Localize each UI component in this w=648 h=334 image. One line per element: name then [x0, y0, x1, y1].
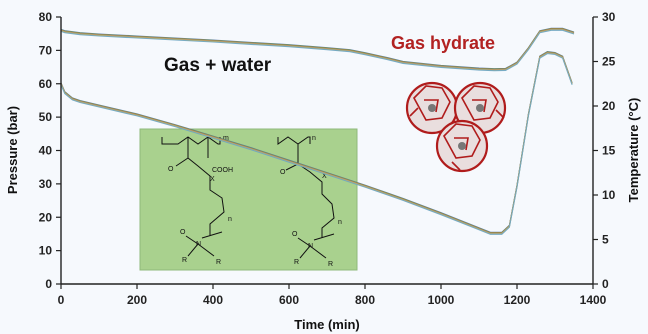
right-y-tick-label: 15: [602, 144, 616, 158]
x-tick-label: 1200: [504, 293, 531, 307]
x-tick-label: 800: [355, 293, 375, 307]
left-y-tick-label: 50: [39, 110, 53, 124]
chem-label: O: [292, 231, 298, 238]
x-axis-title: Time (min): [294, 317, 360, 332]
chem-label: n: [338, 219, 342, 226]
chem-label: R: [216, 259, 221, 266]
left-y-tick-label: 10: [39, 244, 53, 258]
left-y-axis-title: Pressure (bar): [5, 106, 20, 194]
chem-label: O: [180, 229, 186, 236]
chem-label: m: [223, 135, 229, 142]
chem-label: R: [182, 257, 187, 264]
x-tick-label: 1000: [428, 293, 455, 307]
left-y-tick-label: 0: [45, 277, 52, 291]
right-y-tick-label: 0: [602, 277, 609, 291]
right-y-axis-title: Temperature (°C): [626, 98, 641, 203]
x-tick-label: 400: [203, 293, 223, 307]
hydrate-cage-illustration: [405, 81, 507, 173]
guest-molecule: [458, 142, 466, 150]
polymer-1-backbone: [161, 136, 221, 145]
x-tick-label: 200: [127, 293, 147, 307]
chem-label: COOH: [212, 167, 233, 174]
left-y-tick-label: 60: [39, 77, 53, 91]
tick-labels: 0 200 400 600 800 1000 1200 1400010203040506070…: [39, 10, 616, 307]
x-tick-label: 0: [58, 293, 65, 307]
left-y-tick-label: 70: [39, 43, 53, 57]
chem-label: N: [196, 241, 201, 248]
polymer-1-side-chains: [175, 137, 225, 236]
cage-facets: [409, 85, 505, 171]
inset-background: [139, 128, 358, 271]
right-y-tick-label: 20: [602, 99, 616, 113]
chem-label: O: [168, 166, 174, 173]
right-y-tick-label: 10: [602, 188, 616, 202]
annotation-gas-water: Gas + water: [164, 55, 272, 76]
chem-label: X: [210, 176, 215, 183]
chem-label: O: [280, 169, 286, 176]
chem-label: R: [294, 259, 299, 266]
chem-label: X: [322, 173, 327, 180]
chem-label: n: [228, 216, 232, 223]
right-y-tick-label: 5: [602, 233, 609, 247]
left-y-tick-label: 40: [39, 144, 53, 158]
chem-label: n: [312, 135, 316, 142]
chem-label: N: [308, 243, 313, 250]
polymer-1-ammonium: [185, 231, 223, 257]
left-y-tick-label: 20: [39, 210, 53, 224]
left-y-tick-label: 30: [39, 177, 53, 191]
temperature-series-line: [60, 53, 573, 235]
chem-label: R: [328, 261, 333, 268]
x-tick-label: 600: [279, 293, 299, 307]
right-y-tick-label: 25: [602, 55, 616, 69]
polymer-structure-inset: m COOH O X n O N R R n O X n O N R R: [139, 128, 358, 271]
annotation-gas-hydrate: Gas hydrate: [391, 33, 495, 53]
left-y-tick-label: 80: [39, 10, 53, 24]
pressure-series-line: [60, 29, 575, 72]
guest-molecule: [476, 104, 484, 112]
axes: [56, 16, 598, 289]
guest-molecule: [428, 104, 436, 112]
polymer-2-ammonium: [297, 233, 335, 259]
x-tick-label: 1400: [580, 293, 607, 307]
right-y-tick-label: 30: [602, 10, 616, 24]
series-layer: [60, 27, 575, 235]
